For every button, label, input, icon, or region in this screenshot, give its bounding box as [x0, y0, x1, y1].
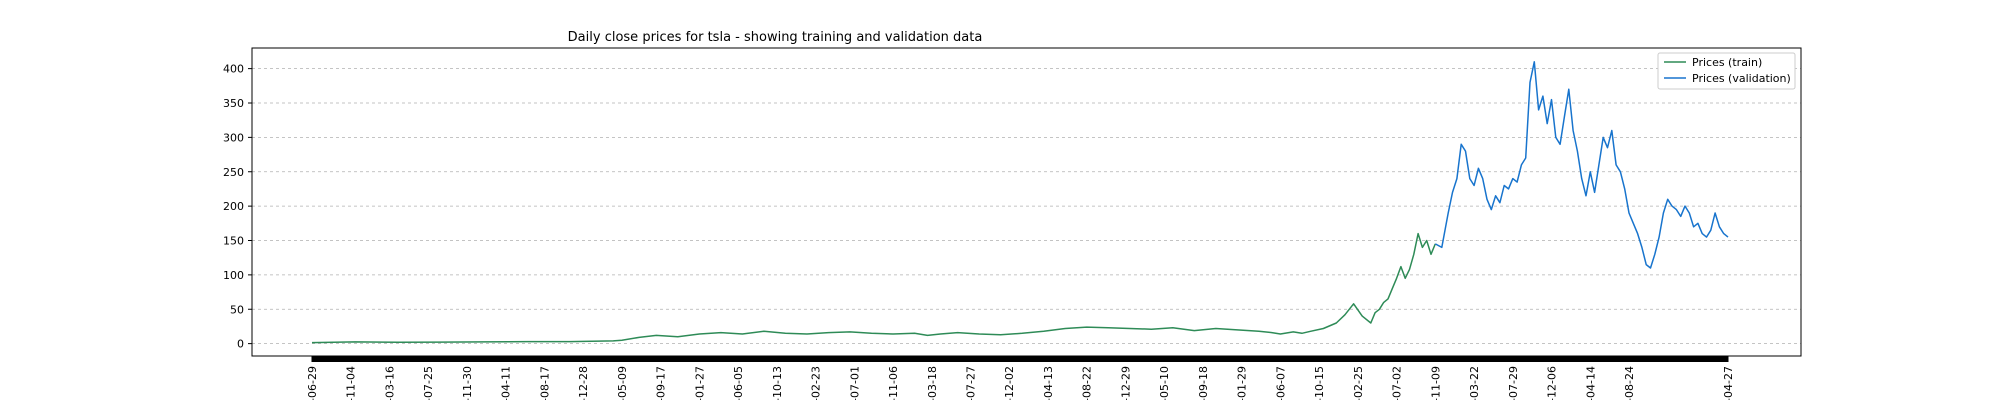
y-tick-label: 100	[223, 269, 244, 282]
x-tick-label: -08-17	[538, 366, 551, 400]
chart-title: Daily close prices for tsla - showing tr…	[568, 30, 983, 45]
x-tick-label: -07-25	[422, 366, 435, 400]
y-tick-label: 0	[237, 338, 244, 351]
x-tick-label: -12-29	[1119, 366, 1132, 400]
y-tick-label: 350	[223, 97, 244, 110]
y-tick-label: 300	[223, 131, 244, 144]
x-tick-label: -08-24	[1623, 366, 1636, 400]
x-tick-label: -07-01	[848, 366, 861, 400]
x-tick-label: -02-25	[1352, 366, 1365, 400]
x-tick-label: -11-09	[1429, 366, 1442, 400]
x-tick-label: -11-06	[887, 366, 900, 400]
x-tick-label: -06-29	[306, 366, 319, 400]
x-tick-label: -01-27	[693, 366, 706, 400]
x-tick-label: -07-02	[1391, 366, 1404, 400]
x-tick-label: -08-22	[1081, 366, 1094, 400]
x-tick-label: -01-29	[1236, 366, 1249, 400]
legend-label-train: Prices (train)	[1692, 56, 1762, 69]
legend: Prices (train) Prices (validation)	[1657, 52, 1796, 90]
series-line-validation	[1434, 61, 1729, 269]
plot-frame	[251, 47, 1802, 357]
x-tick-label: -07-27	[965, 366, 978, 400]
legend-box	[1657, 52, 1796, 90]
x-tick-label: -10-13	[771, 366, 784, 400]
y-ticks: 0 50 100 150 200 250 300 350 400	[223, 63, 252, 351]
x-tick-label: -02-23	[810, 366, 823, 400]
x-tick-label: -06-05	[732, 366, 745, 400]
x-tick-label: -04-27	[1722, 366, 1735, 400]
x-tick-label: -04-14	[1584, 366, 1597, 400]
x-tick-label: -12-06	[1546, 366, 1559, 400]
x-tick-label: -05-10	[1158, 366, 1171, 400]
x-tick-label: -04-13	[1042, 366, 1055, 400]
x-tick-label: -11-30	[461, 366, 474, 400]
x-tick-label: -12-02	[1003, 366, 1016, 400]
x-tick-label: -09-18	[1197, 366, 1210, 400]
x-tick-label: -12-28	[577, 366, 590, 400]
y-tick-label: 250	[223, 166, 244, 179]
x-tick-label: -09-17	[655, 366, 668, 400]
x-tick-label: -04-11	[500, 366, 513, 400]
x-tick-label: -03-22	[1468, 366, 1481, 400]
x-tick-label: -03-18	[926, 366, 939, 400]
x-tick-label: -06-07	[1274, 366, 1287, 400]
x-ticks: -06-29 -11-04 -03-16 -07-25 -11-30 -04-11 -08-…	[306, 356, 1735, 400]
y-tick-label: 200	[223, 200, 244, 213]
y-tick-label: 50	[230, 303, 244, 316]
x-tick-label: -11-04	[345, 366, 358, 400]
x-minor-tick-band	[312, 356, 1728, 362]
series-line-train	[311, 232, 1436, 344]
y-tick-label: 400	[223, 63, 244, 76]
x-tick-label: -03-16	[383, 366, 396, 400]
y-tick-label: 150	[223, 235, 244, 248]
x-tick-label: -07-29	[1507, 366, 1520, 400]
plot-lines	[311, 61, 1729, 344]
x-tick-label: -05-09	[616, 366, 629, 400]
y-grid	[252, 68, 1801, 345]
legend-label-validation: Prices (validation)	[1692, 72, 1791, 85]
x-tick-label: -10-15	[1313, 366, 1326, 400]
